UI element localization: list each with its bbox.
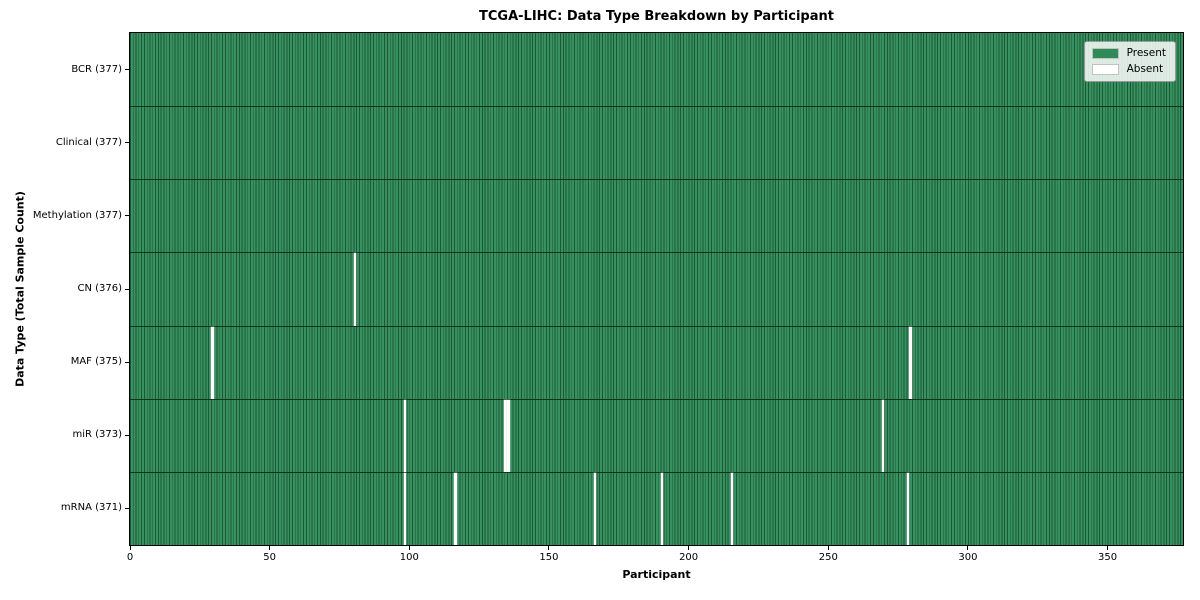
- absent-mark: [909, 326, 912, 399]
- x-tick-mark: [408, 546, 410, 550]
- x-tick-label: 250: [818, 552, 838, 563]
- heatmap-row-MAF: [130, 325, 1183, 399]
- legend-label: Absent: [1126, 63, 1164, 76]
- absent-mark: [660, 472, 664, 545]
- legend-label: Present: [1126, 47, 1166, 60]
- x-tick-mark: [269, 546, 271, 550]
- x-tick-mark: [129, 546, 131, 550]
- x-tick-label: 350: [1098, 552, 1118, 563]
- y-tick-mark: [125, 215, 129, 217]
- legend: Present Absent: [1083, 41, 1176, 82]
- y-tick-mark: [125, 361, 129, 363]
- y-tick-mark: [125, 69, 129, 71]
- x-tick-label: 200: [679, 552, 699, 563]
- absent-mark: [403, 472, 407, 545]
- y-tick-mark: [125, 142, 129, 144]
- x-tick-mark: [967, 546, 969, 550]
- absent-mark: [881, 399, 885, 472]
- absent-mark: [211, 326, 214, 399]
- legend-item-present: Present: [1091, 47, 1166, 60]
- absent-mark: [730, 472, 734, 545]
- x-tick-mark: [548, 546, 550, 550]
- absent-mark: [454, 472, 457, 545]
- y-tick-mark: [125, 288, 129, 290]
- heatmap-row-BCR: [130, 33, 1183, 107]
- legend-item-absent: Absent: [1091, 63, 1166, 76]
- x-axis-label: Participant: [622, 568, 691, 581]
- absent-mark: [353, 253, 357, 326]
- plot-area: Present Absent: [130, 33, 1183, 545]
- y-tick-label-Clinical: Clinical (377): [55, 136, 122, 148]
- x-tick-label: 300: [958, 552, 978, 563]
- y-tick-label-CN: CN (376): [77, 283, 122, 294]
- x-tick-label: 150: [539, 552, 559, 563]
- chart-title: TCGA-LIHC: Data Type Breakdown by Partic…: [479, 9, 834, 24]
- x-tick-label: 100: [399, 552, 419, 563]
- absent-mark: [906, 472, 910, 545]
- x-tick-label: 50: [263, 552, 276, 563]
- x-tick-label: 0: [126, 552, 134, 563]
- y-tick-label-MAF: MAF (375): [70, 356, 122, 368]
- y-tick-label-Methylation: Methylation (377): [32, 209, 122, 221]
- y-tick-label-miR: miR (373): [72, 429, 122, 441]
- absent-mark: [507, 399, 510, 472]
- x-tick-mark: [688, 546, 690, 550]
- absent-mark: [504, 399, 507, 472]
- absent-mark: [593, 472, 597, 545]
- heatmap-row-mRNA: [130, 471, 1183, 545]
- y-tick-mark: [125, 434, 129, 436]
- heatmap-row-Clinical: [130, 106, 1183, 180]
- y-tick-label-BCR: BCR (377): [71, 63, 122, 75]
- x-tick-mark: [827, 546, 829, 550]
- absent-mark: [403, 399, 407, 472]
- y-tick-mark: [125, 507, 129, 509]
- y-tick-label-mRNA: mRNA (371): [60, 502, 122, 514]
- heatmap-row-miR: [130, 398, 1183, 472]
- heatmap-row-CN: [130, 252, 1183, 326]
- present-swatch-icon: [1091, 48, 1119, 59]
- heatmap-row-Methylation: [130, 179, 1183, 253]
- absent-swatch-icon: [1091, 64, 1119, 75]
- x-tick-mark: [1107, 546, 1109, 550]
